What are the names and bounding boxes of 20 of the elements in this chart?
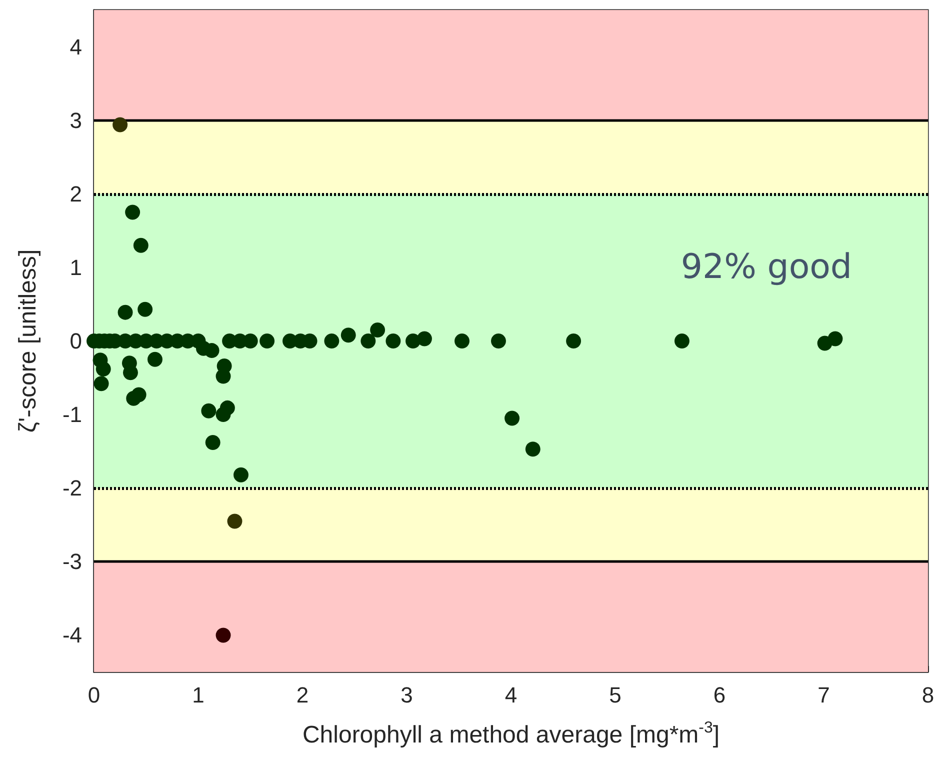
y-tick-label: -3 xyxy=(62,549,82,574)
x-tick-label: 8 xyxy=(922,682,934,708)
x-tick-label: 6 xyxy=(713,682,726,708)
x-tick-label: 5 xyxy=(609,682,622,708)
y-tick-label: 0 xyxy=(70,328,82,354)
y-axis-title: ζ'-score [unitless] xyxy=(14,249,42,433)
y-tick-label: 3 xyxy=(70,108,82,133)
y-tick-label: 2 xyxy=(70,181,82,206)
x-tick-label: 2 xyxy=(296,682,309,708)
y-tick-label: -1 xyxy=(62,402,82,428)
y-tick-label: 1 xyxy=(70,254,82,280)
x-tick-label: 0 xyxy=(88,682,100,708)
y-tick-label: 4 xyxy=(70,34,82,60)
y-tick-label: -4 xyxy=(62,622,82,648)
annotation: 92% good xyxy=(680,247,852,287)
y-tick-label: -2 xyxy=(62,476,82,501)
x-tick-label: 7 xyxy=(818,682,830,708)
x-tick-label: 1 xyxy=(192,682,204,708)
x-tick-label: 3 xyxy=(400,682,413,708)
x-tick-label: 4 xyxy=(504,682,518,708)
